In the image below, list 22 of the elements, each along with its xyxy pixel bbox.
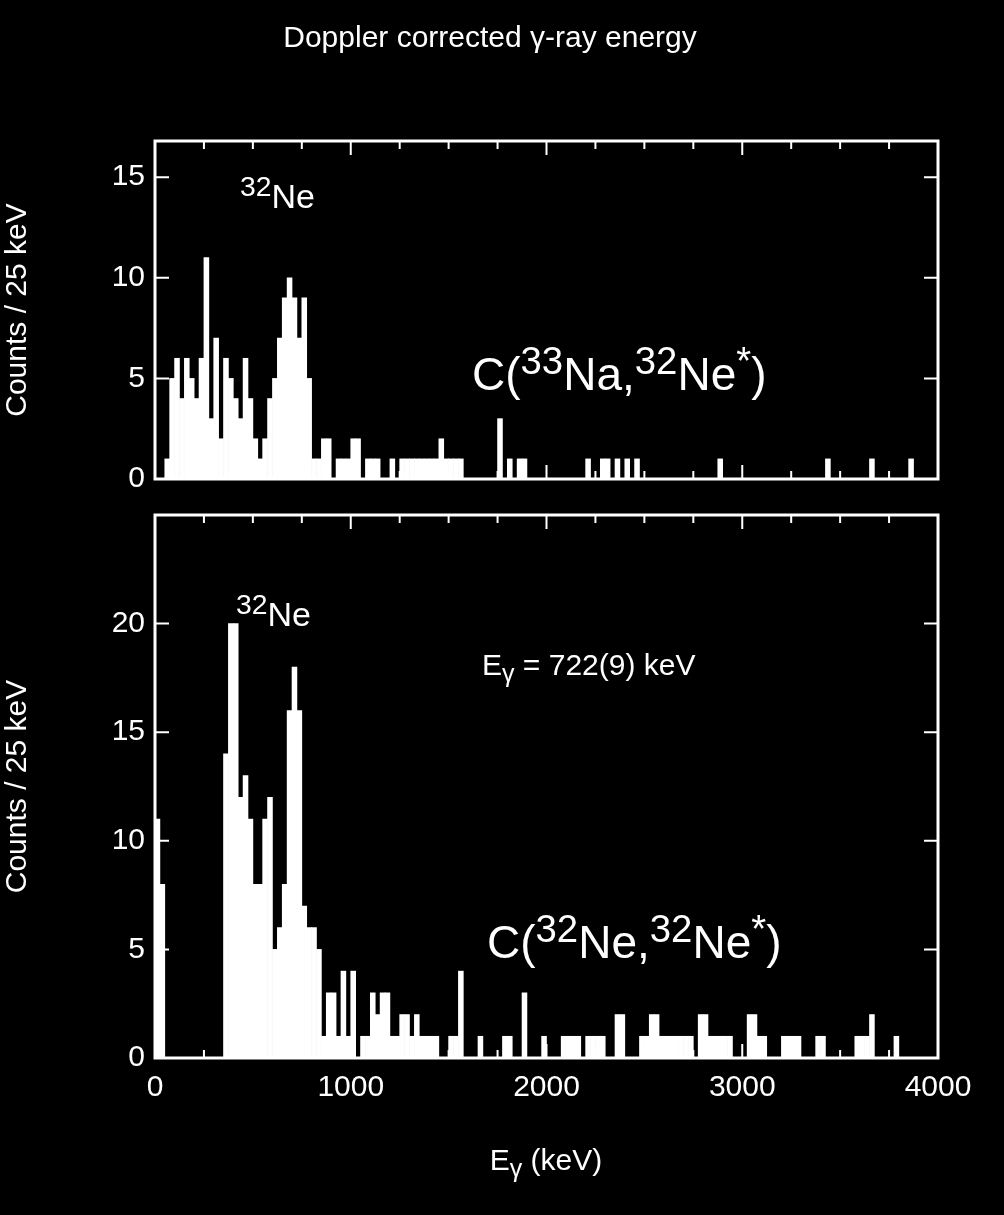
- y-tick-label: 10: [111, 259, 145, 293]
- annotation: $^{32}$Ne: [240, 170, 315, 216]
- chart-title: Doppler corrected γ-ray energy: [283, 20, 697, 53]
- annotation: C($^{33}$Na,$^{32}$Ne$^{*}$): [472, 339, 767, 401]
- x-tick-label: 3000: [708, 1069, 776, 1103]
- y-tick-label: 15: [111, 713, 145, 747]
- y-tick-label: 20: [111, 604, 145, 638]
- y-tick-label: 0: [128, 1039, 145, 1073]
- y-tick-label: 10: [111, 822, 145, 856]
- x-tick-label: 2000: [513, 1069, 580, 1103]
- x-axis-title: E$_{γ}$ (keV): [489, 1143, 603, 1182]
- y-tick-label: 5: [128, 930, 145, 964]
- annotation: C($^{32}$Ne,$^{32}$Ne$^{*}$): [487, 907, 782, 969]
- y-axis-title: Counts / 25 keV: [0, 679, 33, 894]
- y-axis-title: Counts / 25 keV: [0, 203, 33, 417]
- y-tick-label: 15: [111, 158, 145, 192]
- annotation: $^{32}$Ne: [236, 588, 311, 634]
- x-tick-label: 1000: [317, 1069, 385, 1103]
- y-tick-label: 0: [128, 460, 145, 494]
- x-tick-label: 4000: [904, 1069, 972, 1103]
- y-tick-label: 5: [128, 359, 145, 393]
- annotation: E$_{γ}$ = 722(9) keV: [482, 648, 696, 687]
